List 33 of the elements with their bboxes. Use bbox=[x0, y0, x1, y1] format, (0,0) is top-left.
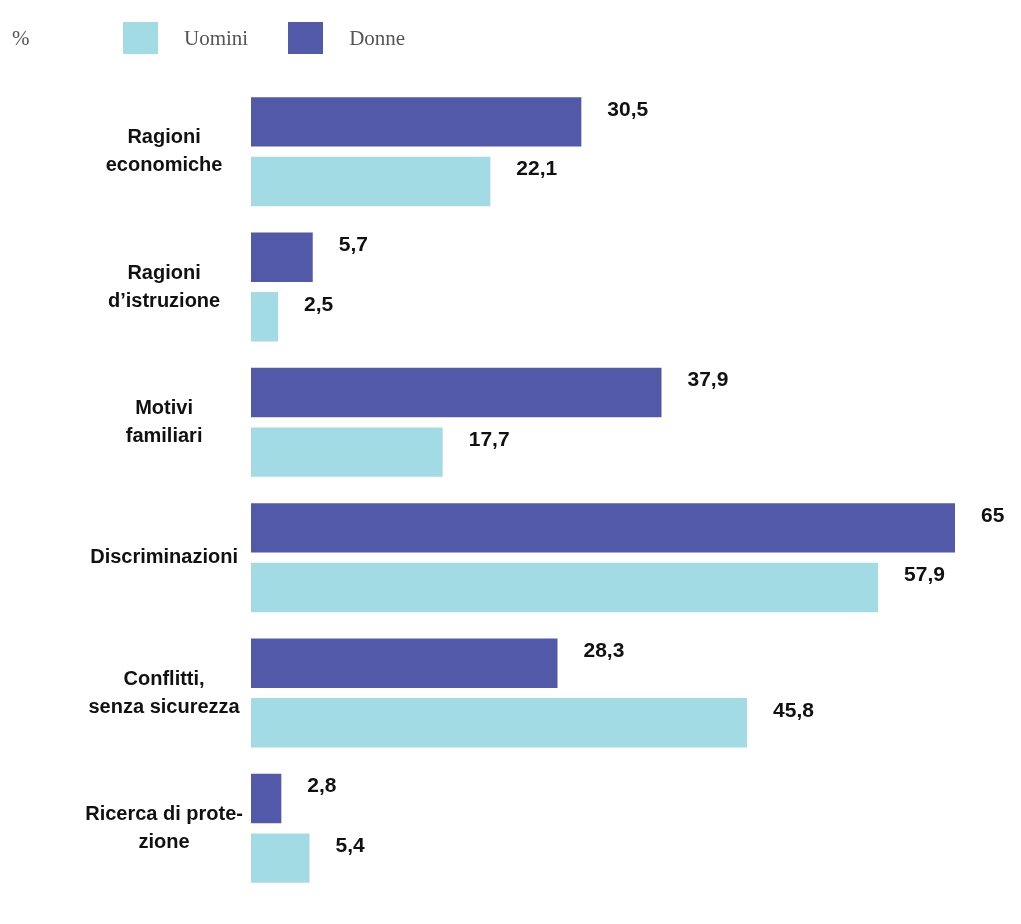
bar bbox=[251, 97, 582, 147]
bar bbox=[251, 232, 313, 282]
y-tick-label: Ragioni d’istruzione bbox=[107, 260, 221, 311]
y-tick-label: Ricerca di prote- zione bbox=[85, 801, 243, 852]
data-label: 37,9 bbox=[687, 367, 729, 391]
bar bbox=[251, 698, 748, 748]
bar bbox=[251, 427, 443, 477]
y-tick-label: Conflitti, senza sicurezza bbox=[88, 666, 241, 717]
data-label: 17,7 bbox=[468, 426, 510, 450]
data-label: 2,8 bbox=[307, 773, 337, 797]
data-label: 65 bbox=[981, 502, 1005, 526]
bar bbox=[251, 292, 279, 342]
text: % bbox=[12, 25, 30, 51]
bar bbox=[251, 156, 491, 207]
bar bbox=[251, 638, 558, 688]
data-label: 28,3 bbox=[583, 638, 625, 662]
data-label: 57,9 bbox=[904, 562, 945, 586]
bar bbox=[251, 773, 282, 824]
data-label: 45,8 bbox=[773, 697, 815, 721]
bar bbox=[251, 367, 662, 418]
bar bbox=[251, 503, 955, 553]
y-tick-label: Motivi familiari bbox=[125, 395, 203, 446]
data-label: 30,5 bbox=[607, 96, 649, 120]
data-label: 2,5 bbox=[304, 291, 334, 315]
bar bbox=[251, 833, 310, 883]
legend-label: Uomini bbox=[184, 25, 249, 51]
data-label: 5,4 bbox=[335, 832, 365, 856]
data-label: 5,7 bbox=[338, 232, 368, 256]
data-label: 22,1 bbox=[516, 156, 558, 180]
y-tick-label: Ragioni economiche bbox=[105, 125, 223, 176]
y-tick-label: Discriminazioni bbox=[90, 545, 238, 568]
bar bbox=[251, 562, 879, 613]
legend-label: Donne bbox=[349, 25, 406, 51]
